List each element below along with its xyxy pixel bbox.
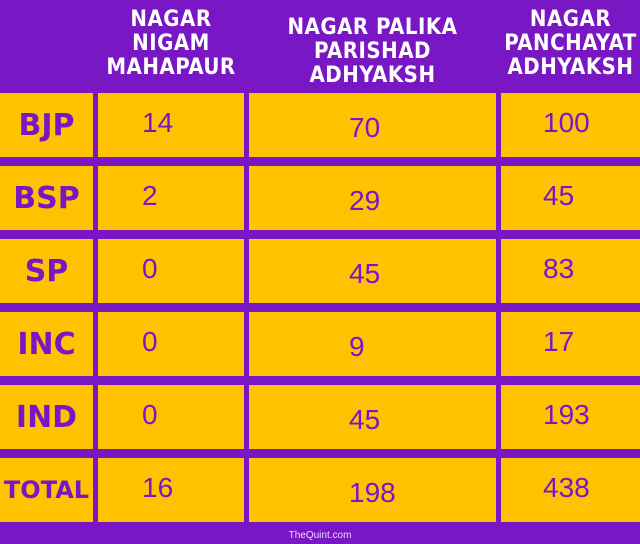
party-label: SP [24, 253, 69, 289]
party-label: IND [15, 399, 78, 435]
value-cell: 45 [249, 385, 496, 449]
value-cell: 2 [98, 166, 244, 230]
value-label: 45 [349, 404, 381, 435]
value-cell: 45 [501, 166, 640, 230]
value-cell: 0 [98, 385, 244, 449]
value-label: 70 [349, 112, 381, 143]
value-label: 438 [543, 472, 590, 503]
party-label: BSP [13, 180, 80, 216]
row-label-cell: BJP [0, 93, 93, 157]
value-cell: 14 [98, 93, 244, 157]
row-label-cell: INC [0, 312, 93, 376]
table-row: SP 0 45 83 [0, 239, 640, 303]
value-cell: 29 [249, 166, 496, 230]
value-label: 198 [349, 477, 396, 508]
value-label: 83 [543, 253, 575, 284]
value-cell: 70 [249, 93, 496, 157]
table-row: TOTAL 16 198 438 [0, 458, 640, 522]
value-label: 45 [349, 258, 381, 289]
party-label: INC [17, 326, 76, 362]
value-cell: 9 [249, 312, 496, 376]
row-label-cell: SP [0, 239, 93, 303]
value-cell: 45 [249, 239, 496, 303]
value-cell: 438 [501, 458, 640, 522]
table-row: BSP 2 29 45 [0, 166, 640, 230]
value-cell: 16 [98, 458, 244, 522]
table-row: INC 0 9 17 [0, 312, 640, 376]
value-label: 14 [142, 107, 174, 138]
value-label: 0 [142, 326, 158, 357]
value-label: 9 [349, 331, 365, 362]
value-cell: 83 [501, 239, 640, 303]
value-label: 100 [543, 107, 590, 138]
column-header-nagar-palika: NAGAR PALIKA PARISHAD ADHYAKSH [287, 15, 458, 88]
column-header-nagar-panchayat: NAGAR PANCHAYAT ADHYAKSH [504, 7, 637, 80]
value-label: 193 [543, 399, 590, 430]
value-label: 17 [543, 326, 575, 357]
value-cell: 100 [501, 93, 640, 157]
table-row: BJP 14 70 100 [0, 93, 640, 157]
row-label-cell: BSP [0, 166, 93, 230]
value-cell: 198 [249, 458, 496, 522]
source-credit: TheQuint.com [288, 530, 352, 541]
party-label: BJP [18, 107, 75, 143]
row-label-cell: TOTAL [0, 458, 93, 522]
value-label: 0 [142, 253, 158, 284]
column-header-nagar-nigam: NAGAR NIGAM MAHAPAUR [106, 7, 236, 80]
value-cell: 193 [501, 385, 640, 449]
value-label: 29 [349, 185, 381, 216]
value-cell: 17 [501, 312, 640, 376]
value-label: 45 [543, 180, 575, 211]
value-label: 0 [142, 399, 158, 430]
party-label: TOTAL [3, 476, 90, 504]
value-label: 2 [142, 180, 158, 211]
value-cell: 0 [98, 312, 244, 376]
value-cell: 0 [98, 239, 244, 303]
value-label: 16 [142, 472, 174, 503]
row-label-cell: IND [0, 385, 93, 449]
table-row: IND 0 45 193 [0, 385, 640, 449]
